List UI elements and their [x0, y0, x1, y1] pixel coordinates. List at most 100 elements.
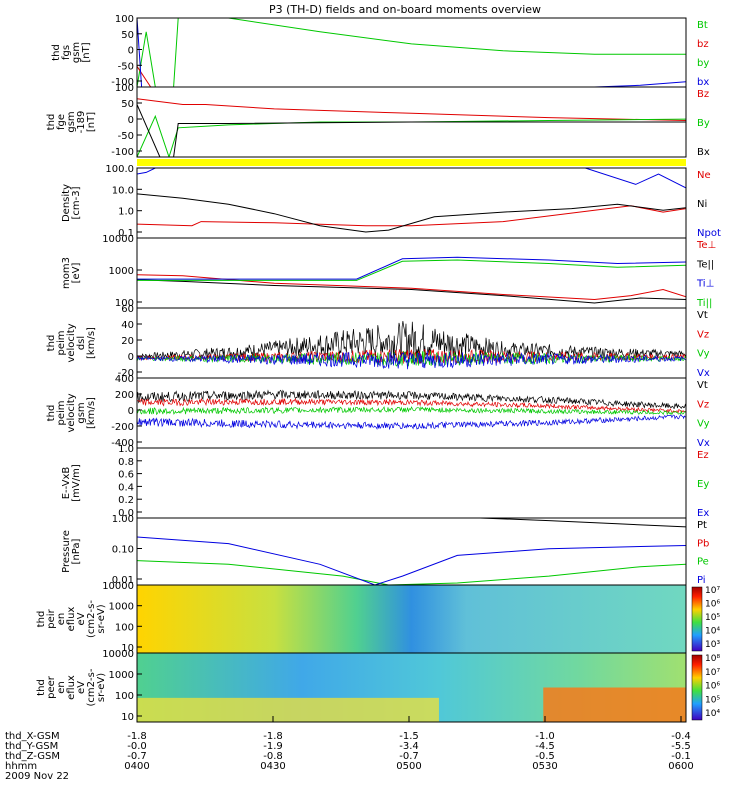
colorbar-tick-label: 10⁶	[705, 600, 720, 610]
x-tick-label: -1.0	[535, 731, 555, 742]
legend-Pt: Pt	[697, 520, 707, 531]
legend-Vz: Vz	[697, 329, 709, 340]
footer-label-hhmm: hhmm	[5, 761, 37, 772]
legend-Vy: Vy	[697, 349, 710, 360]
y-axis-label: fgs	[61, 45, 72, 60]
legend-Vz: Vz	[697, 399, 709, 410]
y-tick-label: -50	[118, 61, 134, 72]
spectrogram-low-energy-band	[137, 697, 439, 722]
y-tick-label: 10	[121, 643, 134, 654]
y-axis-label: [nT]	[81, 42, 92, 62]
y-tick-label: 10000	[102, 649, 134, 660]
y-tick-label: -50	[118, 131, 134, 142]
y-axis-label: [km/s]	[86, 327, 97, 359]
y-axis-label: eflux	[66, 675, 77, 700]
panel-frame	[136, 517, 687, 586]
legend-Bt: Bt	[697, 20, 708, 31]
panel-3: Ne Ni Npot 100.0 10.0 1.0 0.1 Density [cm-3]	[61, 164, 721, 239]
y-tick-label: -20	[118, 368, 134, 379]
x-tick-label: -0.1	[671, 751, 691, 762]
panel-9: 10⁷ 10⁶ 10⁵ 10⁴ 10³ 10000 1000 100 10 thd peir en ef…	[36, 581, 720, 654]
y-axis-label: (cm2-s-	[86, 600, 97, 638]
y-tick-label: 0.6	[118, 470, 134, 481]
panel-1: Bt bz by bx 100 50 0 -50 -100 thd fgs gsm [nT]	[51, 14, 709, 88]
y-tick-label: 0.8	[118, 457, 134, 468]
x-tick-label: -0.4	[671, 731, 691, 742]
panel-6: Vt Vz Vy Vx 400 200 0 -200 -400 thd peim velocity gs…	[46, 374, 710, 449]
y-axis-label: Density	[61, 184, 72, 222]
y-axis-label: gsm	[76, 402, 87, 423]
y-tick-label: 100	[115, 83, 134, 94]
y-axis-label: thd	[46, 114, 57, 131]
y-tick-label: 1000	[109, 266, 134, 277]
x-tick-label: -1.9	[263, 741, 283, 752]
series-Ne-line	[137, 205, 686, 227]
series-Vx-line	[137, 351, 686, 370]
y-axis-label: peer	[46, 675, 57, 699]
panel-frame	[136, 652, 687, 723]
colorbar	[691, 586, 703, 652]
panel-5: Vt Vz Vy Vx 60 40 20 0 -20 thd peim velocity dsl [km/…	[46, 304, 710, 379]
y-axis-label: thd	[51, 44, 62, 61]
colorbar-tick-label: 10⁵	[705, 613, 720, 623]
panel-7: Ez Ey Ex 1.0 0.8 0.60.4 0.2 0.0 E--VxB [mV/m]	[61, 444, 709, 519]
x-tick-label: -4.5	[535, 741, 555, 752]
x-tick-label: -0.8	[263, 751, 283, 762]
legend-Ti||: Ti||	[696, 298, 712, 309]
y-axis-label: eflux	[66, 607, 77, 632]
y-tick-label: 100	[115, 622, 134, 633]
x-tick-label: -0.5	[535, 751, 555, 762]
y-tick-label: 20	[121, 336, 134, 347]
series-Vz-line	[137, 397, 686, 414]
y-tick-label: -200	[111, 422, 134, 433]
y-axis-label: thd	[36, 611, 47, 628]
series-Bt-line	[137, 18, 686, 87]
colorbar	[691, 654, 703, 721]
y-axis-label: sr-eV)	[96, 604, 107, 633]
footer-label-z: thd_Z-GSM	[5, 751, 60, 762]
series-Bz-line	[137, 98, 686, 121]
footer-label-x: thd_X-GSM	[5, 731, 60, 742]
panel-frame	[136, 447, 687, 519]
legend-Ti⊥: Ti⊥	[696, 279, 714, 290]
y-axis-label: velocity	[66, 323, 77, 362]
y-axis-label: [nT]	[86, 112, 97, 132]
y-tick-label: 60	[121, 304, 134, 315]
series-Bx-line	[137, 104, 686, 157]
x-tick-label: -1.5	[399, 731, 419, 742]
x-tick-label: -1.8	[263, 731, 283, 742]
y-tick-label: 0	[128, 406, 134, 417]
colorbar-tick-label: 10⁴	[705, 627, 720, 637]
x-tick-label: -0.7	[399, 751, 419, 762]
series-Te⊥-line	[137, 274, 686, 301]
x-tick-label: -3.4	[399, 741, 419, 752]
panel-frame	[136, 237, 687, 309]
series-Npot-line	[137, 168, 686, 189]
spectrogram-ion	[137, 585, 686, 653]
y-tick-label: 1.00	[112, 514, 134, 525]
legend-Npot: Npot	[697, 228, 721, 239]
y-axis-label: (cm2-s-	[86, 668, 97, 706]
y-tick-label: 10000	[102, 581, 134, 592]
y-tick-label: 100	[115, 691, 134, 702]
x-tick-label: 0530	[532, 761, 557, 772]
series-bz-line	[137, 66, 686, 87]
y-axis-label: eV	[76, 612, 87, 625]
y-tick-label: 200	[115, 390, 134, 401]
y-tick-label: 100	[115, 298, 134, 309]
y-tick-label: 0.4	[118, 482, 134, 493]
legend-Ex: Ex	[697, 508, 709, 519]
panel-8: Pt Pb Pe Pi 1.00 0.10 0.01 Pressure [nPa]	[61, 514, 709, 586]
series-Pe-line	[137, 560, 686, 585]
panel-2: Bz By Bx 100 50 0 -50 -100 thd fge gsm -189 [nT]	[46, 83, 710, 158]
y-axis-label: en	[56, 681, 67, 694]
y-axis-label: eV	[76, 681, 87, 694]
y-axis-label: dsl	[76, 336, 87, 350]
x-tick-label: -5.5	[671, 741, 691, 752]
y-tick-label: -100	[111, 147, 134, 158]
spectrogram-hot-region	[543, 687, 686, 722]
y-axis-label: [mV/m]	[71, 464, 82, 502]
